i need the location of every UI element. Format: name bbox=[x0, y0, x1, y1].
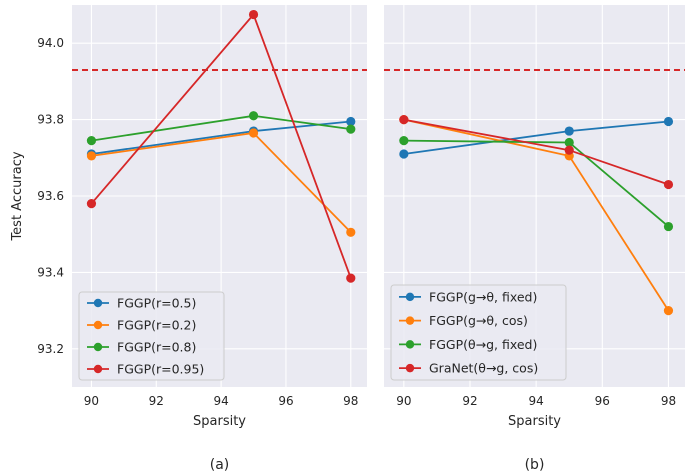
legend-marker bbox=[405, 292, 415, 302]
panel-caption: (b) bbox=[525, 457, 545, 473]
data-point bbox=[564, 137, 574, 148]
data-point bbox=[86, 151, 97, 161]
legend-box bbox=[390, 284, 567, 381]
legend-label: FGGP(r=0.5) bbox=[117, 296, 196, 311]
x-tick-label: 92 bbox=[149, 394, 164, 408]
legend-box bbox=[78, 291, 225, 381]
x-tick-label: 96 bbox=[278, 394, 293, 408]
data-point bbox=[399, 115, 409, 125]
data-point bbox=[663, 221, 674, 232]
x-tick-label: 98 bbox=[343, 394, 358, 408]
data-point bbox=[346, 227, 356, 237]
legend-marker bbox=[93, 342, 103, 352]
data-point bbox=[663, 116, 674, 127]
data-point bbox=[663, 179, 674, 190]
legend-label: FGGP(θ→g, fixed) bbox=[429, 337, 537, 352]
legend-label: FGGP(g→θ, cos) bbox=[429, 313, 528, 328]
panel-b: 90 92 94 96 98 Sparsity (b) FGGP(g→θ, fixed) FGG… bbox=[384, 5, 685, 473]
data-point bbox=[564, 126, 574, 136]
legend-marker bbox=[405, 340, 415, 349]
data-point bbox=[346, 116, 356, 127]
legend-marker bbox=[93, 364, 103, 374]
data-point bbox=[346, 273, 356, 283]
x-tick-label: 90 bbox=[396, 394, 411, 408]
x-tick-label: 94 bbox=[529, 394, 544, 408]
y-tick-label: 93.6 bbox=[37, 189, 64, 203]
y-tick-label: 94.0 bbox=[37, 36, 64, 50]
panel-caption: (a) bbox=[210, 457, 230, 473]
x-tick-label: 90 bbox=[84, 394, 99, 408]
legend-label: FGGP(r=0.8) bbox=[117, 340, 196, 355]
data-point bbox=[564, 145, 574, 155]
legend-label: GraNet(θ→g, cos) bbox=[429, 361, 538, 376]
legend-label: FGGP(r=0.95) bbox=[117, 362, 204, 377]
y-axis-label: Test Accuracy bbox=[10, 151, 25, 241]
y-tick-label: 93.2 bbox=[37, 342, 64, 356]
legend-marker bbox=[93, 320, 103, 330]
data-point bbox=[86, 136, 97, 146]
legend-marker bbox=[405, 316, 415, 325]
data-point bbox=[399, 149, 409, 159]
legend-marker bbox=[93, 298, 103, 308]
data-point bbox=[399, 136, 409, 146]
x-tick-label: 92 bbox=[462, 394, 477, 408]
legend-label: FGGP(g→θ, fixed) bbox=[429, 289, 537, 304]
x-axis-label: Sparsity bbox=[193, 414, 246, 429]
y-tick-label: 93.8 bbox=[37, 113, 64, 127]
panel-a: 90 92 94 96 98 93.2 93.4 93.6 93.8 94.0 Sparsity (a… bbox=[37, 5, 367, 473]
legend-marker bbox=[405, 363, 415, 373]
x-tick-label: 98 bbox=[661, 394, 676, 408]
legend-label: FGGP(r=0.2) bbox=[117, 318, 196, 333]
y-tick-label: 93.4 bbox=[37, 265, 64, 279]
x-tick-label: 96 bbox=[595, 394, 610, 408]
data-point bbox=[248, 128, 259, 138]
data-point bbox=[248, 111, 259, 121]
x-tick-label: 94 bbox=[213, 394, 228, 408]
data-point bbox=[86, 199, 97, 209]
data-point bbox=[248, 9, 259, 20]
data-point bbox=[663, 306, 674, 316]
data-point bbox=[346, 124, 356, 134]
x-axis-label: Sparsity bbox=[508, 414, 561, 429]
